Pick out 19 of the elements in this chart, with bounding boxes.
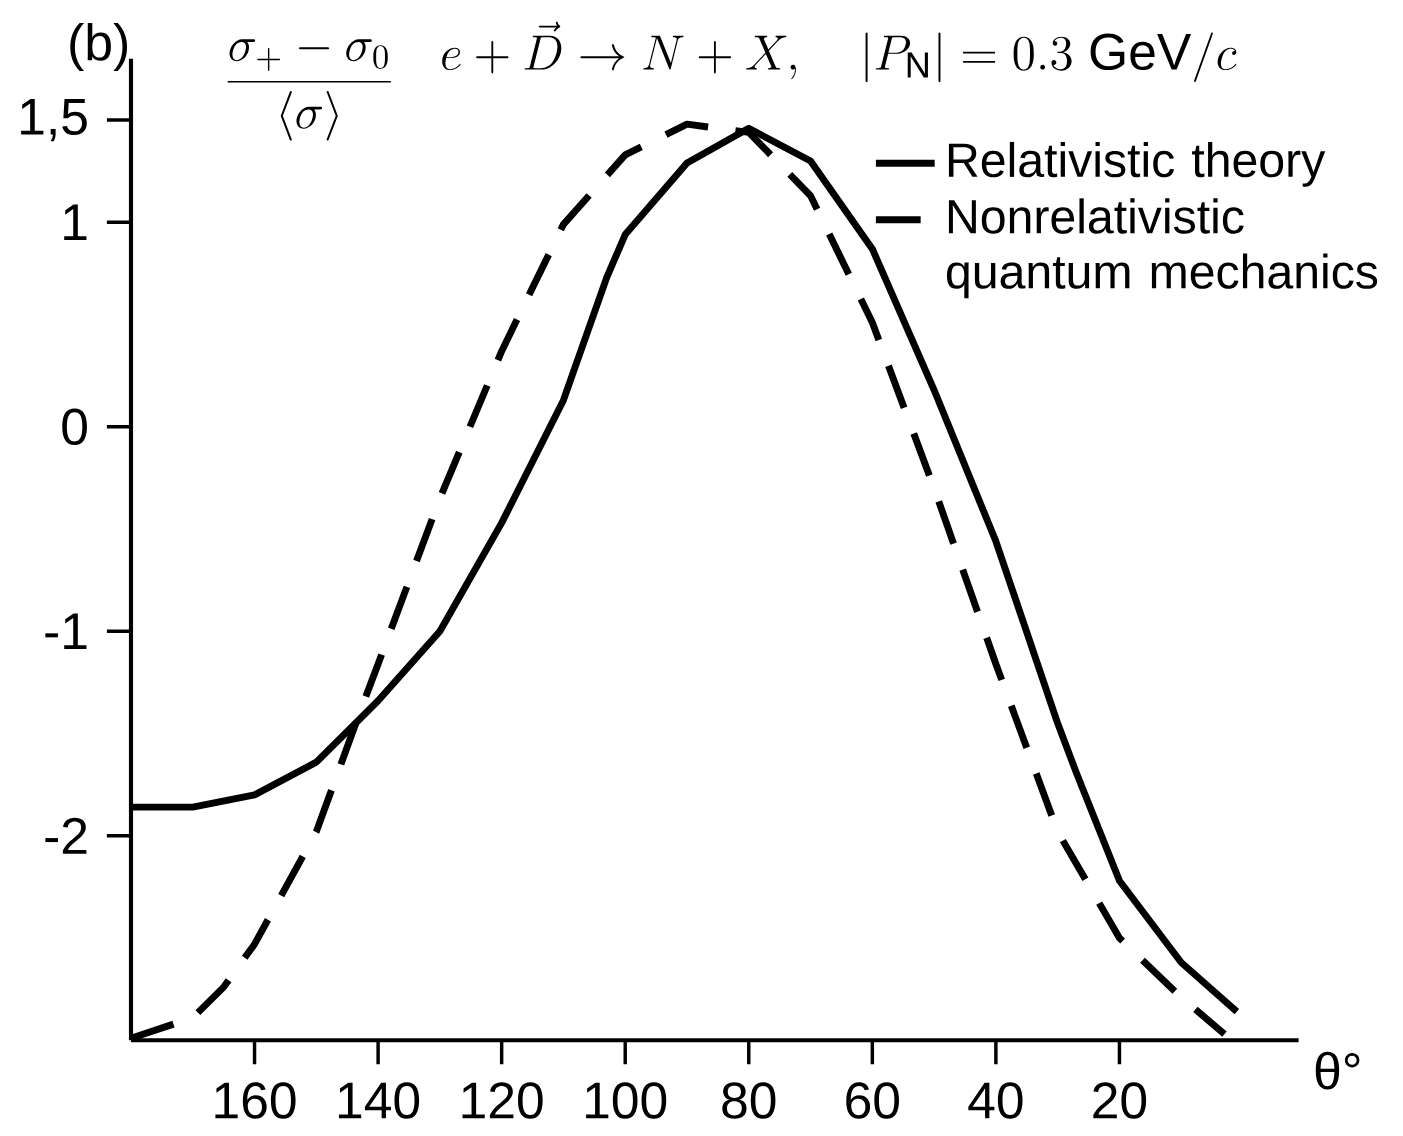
y-tick-label: -2 — [45, 817, 87, 854]
chart-title: $e+\vec{D}\rightarrow N+X,\quad |P_{\mathrm{N}}|=0.3\ \mathrm{GeV}/c$ — [442, 21, 1237, 82]
legend-label: Relativistic theory — [948, 141, 1326, 187]
y-axis-title: $\frac{\sigma_{+}-\sigma_{0}}{\langle\sigma\rangle}$ — [227, 39, 391, 141]
legend-label: Nonrelativistic quantum mechanics — [946, 198, 1378, 299]
y-tick-label: 0 — [62, 408, 87, 446]
x-tick-label: 100 — [586, 1082, 667, 1119]
x-tick-label: 80 — [722, 1082, 776, 1119]
x-tick-label: 60 — [846, 1082, 899, 1119]
x-tick-label: 120 — [462, 1082, 543, 1119]
y-tick-label: -1 — [45, 613, 87, 650]
x-axis-title: θ° — [1315, 1051, 1360, 1090]
text: (b) — [70, 22, 128, 72]
x-tick-label: 140 — [338, 1082, 420, 1119]
y-tick-label: 1 — [64, 204, 87, 241]
y-tick-label: 1,5 — [21, 99, 87, 142]
x-tick-label: 160 — [215, 1082, 296, 1119]
x-tick-label: 40 — [968, 1082, 1023, 1119]
x-tick-label: 20 — [1093, 1082, 1147, 1119]
